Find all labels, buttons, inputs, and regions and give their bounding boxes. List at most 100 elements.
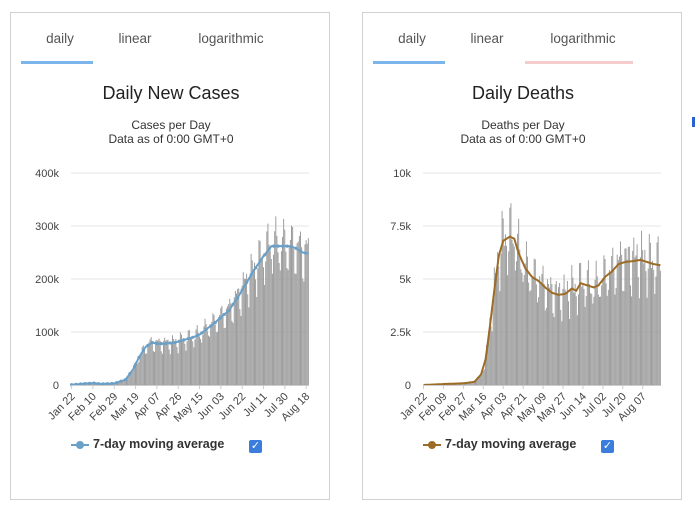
bar	[154, 352, 156, 385]
bar	[605, 283, 607, 385]
bar	[214, 324, 216, 385]
bar	[655, 276, 657, 385]
bar	[497, 251, 499, 385]
bar	[577, 294, 579, 385]
bar	[599, 296, 600, 385]
bar	[216, 331, 218, 385]
bar	[190, 337, 191, 385]
moving-average-point	[123, 378, 128, 382]
bar	[500, 253, 502, 385]
bar	[267, 223, 269, 385]
bar	[163, 341, 165, 385]
bar	[491, 331, 493, 385]
legend-label[interactable]: 7-day moving average	[93, 437, 225, 451]
moving-average-checkbox[interactable]: ✓	[601, 440, 614, 453]
y-tick-label: 7.5k	[390, 221, 411, 233]
bar	[178, 341, 180, 385]
bar	[297, 241, 299, 385]
moving-average-point	[173, 341, 177, 345]
bar	[646, 297, 648, 385]
moving-average-point	[182, 338, 186, 342]
bar	[305, 240, 307, 385]
chart-subtitle: Cases per Day	[131, 118, 211, 132]
bar	[264, 285, 266, 385]
bar	[570, 290, 572, 385]
legend-label[interactable]: 7-day moving average	[445, 437, 577, 451]
bar	[623, 291, 625, 385]
bar	[593, 296, 595, 385]
bar	[200, 339, 202, 385]
moving-average-point	[110, 381, 114, 386]
moving-average-point	[218, 316, 222, 320]
bar	[538, 297, 540, 385]
bar	[482, 370, 484, 385]
moving-average-point	[285, 244, 289, 248]
moving-average-point	[87, 381, 92, 385]
bar	[306, 243, 308, 385]
tab-linear[interactable]: linear	[118, 31, 152, 46]
bar	[579, 263, 581, 385]
moving-average-point	[132, 365, 137, 369]
bar	[624, 248, 626, 385]
bar	[552, 313, 554, 385]
bar	[234, 290, 236, 385]
bar	[486, 345, 488, 385]
bar	[470, 382, 472, 385]
bar	[653, 269, 655, 385]
bar	[525, 241, 527, 385]
bar	[512, 243, 514, 385]
bar	[236, 293, 237, 385]
bar	[128, 375, 130, 385]
bar	[142, 345, 144, 385]
bar	[258, 239, 260, 385]
moving-average-line	[423, 235, 661, 386]
tab-linear[interactable]: linear	[470, 31, 504, 46]
active-tab-indicator	[21, 61, 93, 64]
bar	[542, 265, 544, 385]
bar	[585, 295, 587, 385]
bar	[478, 376, 480, 385]
bar	[603, 255, 605, 385]
bar	[139, 355, 141, 385]
moving-average-point	[92, 381, 96, 385]
bar	[537, 302, 538, 385]
bar	[230, 303, 232, 385]
moving-average-point	[258, 259, 262, 263]
bar	[119, 381, 121, 385]
bar	[269, 250, 271, 385]
bar	[253, 262, 255, 385]
moving-average-point	[146, 343, 150, 348]
bar	[625, 248, 627, 385]
bar	[468, 382, 470, 385]
bar	[590, 293, 592, 385]
bar	[229, 298, 231, 385]
bar	[620, 241, 621, 385]
bar	[617, 259, 619, 385]
bar	[295, 273, 297, 385]
bar	[185, 350, 187, 385]
moving-average-checkbox[interactable]: ✓	[249, 440, 262, 453]
bar	[218, 317, 220, 385]
bar	[280, 251, 282, 385]
bar	[165, 340, 167, 385]
bar	[492, 295, 494, 385]
bar	[219, 314, 221, 385]
bar	[594, 279, 596, 385]
bar	[517, 233, 519, 385]
tab-daily[interactable]: daily	[46, 31, 74, 46]
bar	[628, 246, 630, 385]
tab-logarithmic[interactable]: logarithmic	[550, 31, 616, 46]
tab-logarithmic[interactable]: logarithmic	[198, 31, 264, 46]
bar	[212, 313, 214, 385]
bar	[622, 290, 624, 385]
bar	[657, 236, 659, 385]
bar	[259, 241, 261, 385]
moving-average-point	[281, 244, 285, 248]
bar	[515, 261, 517, 385]
tab-daily[interactable]: daily	[398, 31, 426, 46]
bar	[173, 338, 175, 385]
bar	[607, 289, 609, 385]
bar	[251, 260, 253, 385]
moving-average-point	[263, 253, 267, 257]
